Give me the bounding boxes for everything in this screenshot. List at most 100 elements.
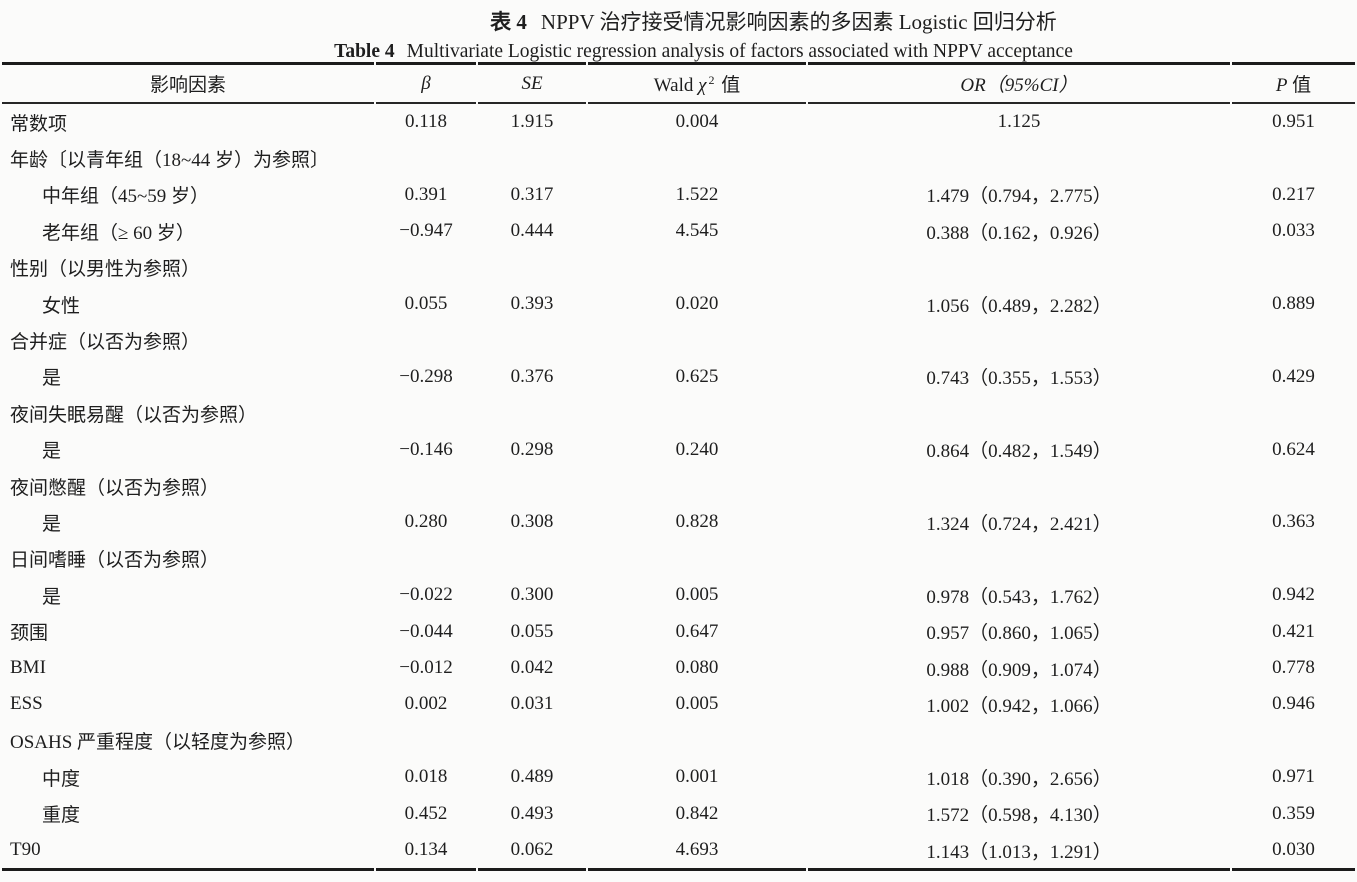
table-row: 性别（以男性为参照）: [2, 250, 1355, 286]
or-ci-cell: 0.978（0.543，1.762）: [926, 586, 1112, 608]
se-cell: 0.489: [510, 766, 554, 788]
wald-cell: 0.080: [675, 657, 719, 679]
wald-cell: 0.647: [675, 620, 719, 642]
beta-cell: [376, 250, 476, 286]
table-title-zh: 表 4 NPPV 治疗接受情况影响因素的多因素 Logistic 回归分析: [0, 0, 1357, 35]
or-ci-cell: 1.002（0.942，1.066）: [926, 695, 1112, 717]
wald-cell: 4.545: [675, 220, 719, 242]
table-row: 是 −0.146 0.298 0.240 0.864（0.482，1.549） …: [2, 432, 1355, 468]
se-cell: [478, 395, 586, 431]
table-row: 夜间失眠易醒（以否为参照）: [2, 395, 1355, 431]
se-cell: 0.393: [510, 293, 554, 315]
table-row: 女性 0.055 0.393 0.020 1.056（0.489，2.282） …: [2, 286, 1355, 322]
or-ci-cell: 1.018（0.390，2.656）: [926, 768, 1112, 790]
table-row: 重度 0.452 0.493 0.842 1.572（0.598，4.130） …: [2, 795, 1355, 831]
se-cell: 0.493: [510, 802, 554, 824]
wald-cell: [588, 322, 806, 358]
factor-cell: 性别（以男性为参照）: [10, 259, 201, 281]
se-cell: 0.298: [510, 438, 554, 460]
beta-cell: −0.022: [399, 584, 453, 606]
or-ci-cell: 0.388（0.162，0.926）: [926, 222, 1112, 244]
p-value-cell: 0.429: [1272, 365, 1315, 387]
wald-cell: 0.005: [675, 693, 719, 715]
header-se: SE: [478, 62, 586, 104]
or-ci-cell: 1.324（0.724，2.421）: [926, 513, 1112, 535]
or-ci-cell: [808, 541, 1230, 577]
table-row: 夜间憋醒（以否为参照）: [2, 468, 1355, 504]
se-cell: 0.055: [510, 620, 554, 642]
or-ci-cell: 1.143（1.013，1.291）: [808, 832, 1230, 872]
header-beta: β: [376, 62, 476, 104]
p-value-cell: 0.951: [1272, 111, 1315, 133]
p-value-cell: 0.421: [1272, 620, 1315, 642]
p-value-cell: 0.033: [1272, 220, 1315, 242]
se-cell: 0.317: [510, 183, 554, 205]
beta-cell: [376, 140, 476, 176]
table-row: 合并症（以否为参照）: [2, 322, 1355, 358]
or-ci-cell: 0.864（0.482，1.549）: [926, 441, 1112, 463]
se-cell: 0.308: [510, 511, 554, 533]
wald-cell: 1.522: [675, 183, 719, 205]
beta-cell: 0.280: [404, 511, 448, 533]
or-ci-cell: 1.125: [997, 111, 1041, 133]
wald-cell: 0.020: [675, 293, 719, 315]
se-cell: [478, 541, 586, 577]
wald-cell: 0.005: [675, 584, 719, 606]
p-value-cell: 0.942: [1272, 584, 1315, 606]
factor-cell: 是: [42, 586, 62, 608]
or-ci-cell: 1.479（0.794，2.775）: [926, 186, 1112, 208]
wald-cell: [588, 140, 806, 176]
table-row: 日间嗜睡（以否为参照）: [2, 541, 1355, 577]
beta-cell: −0.146: [399, 438, 453, 460]
wald-cell: [588, 468, 806, 504]
beta-cell: 0.134: [376, 832, 476, 872]
wald-cell: [588, 723, 806, 759]
factor-cell: 常数项: [10, 113, 68, 135]
header-p-value: P 值: [1232, 62, 1355, 104]
p-value-cell: 0.359: [1272, 802, 1315, 824]
wald-cell: [588, 395, 806, 431]
factor-cell: 夜间失眠易醒（以否为参照）: [10, 404, 258, 426]
wald-cell: 0.842: [675, 802, 719, 824]
beta-cell: [376, 468, 476, 504]
factor-cell: 夜间憋醒（以否为参照）: [10, 477, 220, 499]
se-cell: 0.444: [510, 220, 554, 242]
p-value-cell: 0.624: [1272, 438, 1315, 460]
se-cell: [478, 140, 586, 176]
se-cell: 0.031: [510, 693, 554, 715]
factor-cell: 老年组（≥ 60 岁）: [42, 222, 195, 244]
wald-cell: 0.828: [675, 511, 719, 533]
table-row: 年龄〔以青年组（18~44 岁）为参照〕: [2, 140, 1355, 176]
se-cell: 0.376: [510, 365, 554, 387]
table-row: OSAHS 严重程度（以轻度为参照）: [2, 723, 1355, 759]
p-value-cell: [1232, 541, 1355, 577]
table-row: 颈围 −0.044 0.055 0.647 0.957（0.860，1.065）…: [2, 613, 1355, 649]
se-cell: 0.042: [510, 657, 554, 679]
table-number-en: Table 4: [334, 41, 395, 62]
table-row: ESS 0.002 0.031 0.005 1.002（0.942，1.066）…: [2, 686, 1355, 722]
beta-cell: −0.947: [399, 220, 453, 242]
header-factor: 影响因素: [2, 62, 374, 104]
or-ci-cell: [808, 723, 1230, 759]
table-row: 中度 0.018 0.489 0.001 1.018（0.390，2.656） …: [2, 759, 1355, 795]
table-title-en-text: Multivariate Logistic regression analysi…: [406, 41, 1073, 62]
or-ci-cell: 1.572（0.598，4.130）: [926, 805, 1112, 827]
factor-cell: T90: [2, 832, 374, 872]
or-ci-cell: [808, 250, 1230, 286]
or-ci-cell: [808, 140, 1230, 176]
factor-cell: BMI: [10, 657, 46, 679]
or-ci-cell: [808, 322, 1230, 358]
table-row: T90 0.134 0.062 4.693 1.143（1.013，1.291）…: [2, 832, 1355, 872]
wald-cell: 0.004: [675, 111, 719, 133]
beta-cell: 0.002: [404, 693, 448, 715]
p-value-cell: 0.778: [1272, 657, 1315, 679]
factor-cell: 是: [42, 513, 62, 535]
se-cell: [478, 723, 586, 759]
wald-cell: 0.001: [675, 766, 719, 788]
se-cell: 1.915: [510, 111, 554, 133]
beta-cell: −0.044: [399, 620, 453, 642]
p-value-cell: 0.363: [1272, 511, 1315, 533]
